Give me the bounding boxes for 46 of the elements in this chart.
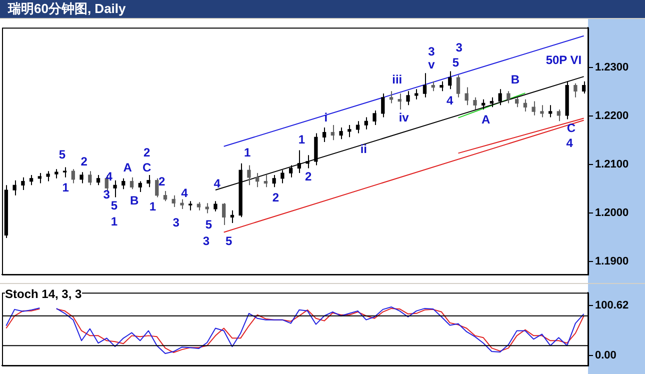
annotation: 4 (446, 94, 454, 108)
annotation: C (142, 160, 152, 175)
annotation: iv (398, 110, 410, 124)
annotation: 5 (110, 198, 118, 212)
annotation: 1 (110, 214, 118, 228)
annotation: v (428, 58, 436, 72)
annotation: ii (360, 142, 367, 156)
annotation: 5 (452, 56, 460, 70)
y-tick-label: 1.1900 (595, 255, 629, 268)
annotation: 4 (181, 186, 188, 200)
annotation: B (510, 72, 520, 87)
y-tick-label: 0.00 (595, 350, 616, 362)
annotation: C (566, 120, 576, 135)
annotation: 3 (428, 44, 436, 59)
y-tick-label: 1.2000 (595, 206, 629, 219)
annotation: 5 (226, 234, 233, 248)
y-tick-label: 1.2300 (595, 61, 629, 74)
y-tick-label: 100.62 (595, 300, 629, 312)
y-tick-label: 1.2200 (595, 110, 629, 122)
annotation: 2 (143, 146, 150, 160)
annotation: 3 (172, 215, 180, 230)
annotation: 4 (214, 176, 221, 191)
annotation: B (130, 193, 139, 208)
annotation: 2 (272, 190, 280, 205)
annotation: iii (392, 72, 402, 87)
annotation: i (324, 110, 328, 124)
annotation: 1 (298, 132, 306, 146)
annotation: 2 (158, 174, 166, 189)
annotation: 1 (149, 199, 156, 214)
annotation: 3 (456, 40, 463, 55)
annotation: A (482, 112, 491, 126)
annotation: 2 (80, 154, 88, 169)
annotation: 4 (566, 136, 574, 150)
annotation: 5 (58, 148, 66, 162)
y-tick-label: 1.2100 (595, 158, 629, 170)
annotation: 3 (103, 188, 110, 202)
chart-title: 瑞明60分钟图, Daily (0, 0, 645, 18)
annotation: 5 (205, 217, 212, 232)
annotation: A (123, 160, 132, 175)
annotation: 1 (62, 180, 70, 194)
annotation: 2 (305, 170, 312, 184)
chart-title: Stoch 14, 3, 3 (5, 287, 82, 301)
annotation: 3 (202, 234, 210, 248)
annotation: 50P VI (546, 53, 582, 68)
annotation: 1 (244, 146, 251, 160)
annotation: 4 (106, 170, 113, 184)
